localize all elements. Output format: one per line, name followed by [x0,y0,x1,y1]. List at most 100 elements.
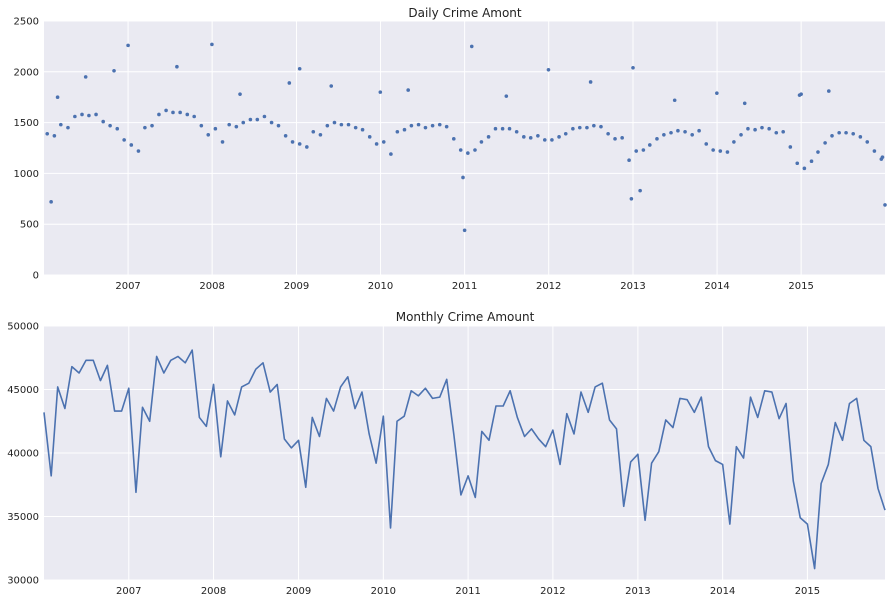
series-line [43,349,886,570]
data-point [725,150,730,154]
data-point [827,89,831,93]
data-point [536,134,540,138]
data-point [451,137,456,141]
data-point [655,137,659,141]
x-tick-label: 2015 [788,281,813,292]
daily-chart-title: Daily Crime Amont [408,6,522,20]
data-point [837,130,841,135]
data-point [592,123,596,128]
data-point [715,91,719,95]
data-point [458,148,463,152]
data-point [507,126,512,131]
data-point [346,122,351,127]
y-tick-label: 35000 [7,512,39,523]
data-point [550,138,554,142]
data-point [648,143,652,147]
data-point [126,43,130,48]
data-point [444,124,449,129]
data-point [683,129,687,134]
data-point [690,132,694,137]
data-point [697,128,701,133]
x-tick-label: 2014 [710,586,735,597]
data-point [742,101,747,106]
data-point [557,135,561,139]
data-point [732,140,736,144]
data-point [136,149,141,153]
data-point [585,125,589,130]
data-point [486,135,491,139]
data-point [662,132,666,137]
data-point [269,120,274,125]
y-tick-label: 500 [20,220,39,231]
data-point [283,134,288,138]
data-point [638,188,642,193]
data-point [339,122,344,127]
monthly-y-ticks: 30000 35000 40000 45000 50000 [7,322,39,587]
y-tick-label: 2500 [14,17,39,28]
data-point [329,84,334,88]
data-point [802,166,807,171]
y-tick-label: 1500 [14,118,39,129]
x-tick-label: 2010 [368,281,393,292]
data-point [395,129,400,134]
data-point [528,136,533,140]
data-point [816,150,820,154]
data-point [620,136,624,140]
data-point [669,130,673,135]
data-point [500,126,505,131]
monthly-x-ticks: 2007 2008 2009 2010 2011 2012 2013 2014 2015 [116,586,820,597]
data-point [865,140,870,144]
data-point [262,114,267,119]
data-point [66,125,70,130]
data-point [220,140,225,144]
x-tick-label: 2007 [115,281,140,292]
data-point [522,135,526,139]
y-tick-label: 2000 [14,67,39,78]
data-point [325,123,330,128]
data-point [830,134,834,138]
data-point [606,131,610,136]
data-point [287,81,292,85]
data-point [672,98,677,103]
data-point [367,135,372,139]
y-tick-label: 45000 [7,385,39,396]
data-point [844,130,848,135]
data-point [514,129,519,134]
data-point [157,112,161,117]
data-point [73,114,77,119]
data-point [437,122,442,127]
data-point [192,114,196,119]
data-point [746,126,750,131]
data-point [206,132,211,137]
data-point [781,129,785,134]
data-point [858,135,863,139]
data-point [461,175,465,180]
data-point [634,149,639,153]
data-point [402,127,407,132]
x-tick-label: 2008 [199,281,224,292]
data-point [45,131,50,136]
data-point [563,131,568,136]
x-tick-label: 2007 [116,586,141,597]
data-point [546,67,551,72]
data-point [711,148,715,152]
data-point [627,158,631,162]
data-point [577,125,582,130]
data-point [353,125,358,130]
data-point [631,65,635,70]
data-point [718,149,723,153]
data-point [378,90,383,94]
daily-x-ticks: 2007 2008 2009 2010 2011 2012 2013 2014 2015 [115,281,814,292]
daily-crime-panel: Daily Crime Amont 0 500 1000 1500 2000 2500 2… [14,6,887,292]
data-point [774,130,779,135]
data-point [143,125,147,130]
data-point [305,145,309,149]
data-point [332,120,337,125]
data-point [704,142,709,146]
data-point [171,110,175,115]
monthly-gridlines [44,325,885,581]
data-point [238,92,242,96]
data-point [55,95,60,99]
x-tick-label: 2012 [536,281,561,292]
